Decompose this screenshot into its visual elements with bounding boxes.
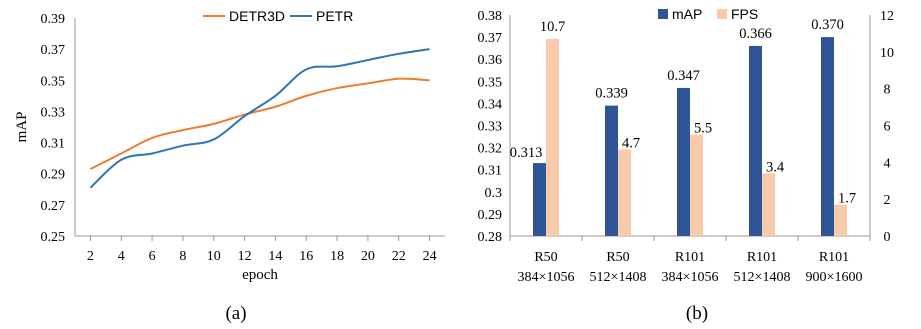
bar-label-map: 0.366 (739, 26, 772, 42)
right-y-tick-label: 6 (884, 120, 891, 135)
left-y-tick-label: 0.36 (478, 53, 503, 68)
bar-label-map: 0.339 (595, 86, 628, 102)
y-tick-label: 0.27 (41, 199, 66, 214)
x-tick-label: 18 (330, 249, 344, 264)
y-tick-label: 0.31 (41, 137, 66, 152)
x-tick-label: 10 (207, 249, 221, 264)
left-y-tick-label: 0.29 (478, 208, 503, 223)
left-y-tick-label: 0.38 (478, 9, 503, 24)
x-tick-label: 12 (238, 249, 252, 264)
bar-fps (690, 134, 703, 236)
left-y-tick-label: 0.33 (478, 120, 503, 135)
legend-label-petr: PETR (316, 8, 353, 24)
left-y-tick-label: 0.35 (478, 75, 503, 90)
right-y-tick-label: 12 (880, 9, 894, 24)
right-y-tick-label: 0 (884, 230, 891, 245)
line-chart-epoch-map: 0.250.270.290.310.330.350.370.392 4 6 8 10 12… (14, 8, 445, 324)
bar-label-fps: 10.7 (540, 19, 565, 35)
bar-map (677, 87, 690, 237)
x-tick-label: 6 (149, 249, 156, 264)
legend-swatch-fps (717, 9, 727, 19)
x-tick-label: 22 (392, 249, 406, 264)
y-tick-label: 0.37 (41, 43, 66, 58)
bar-map (821, 37, 834, 236)
y-axis-title: mAP (14, 112, 30, 143)
category-label-resolution: 900×1600 (806, 270, 863, 285)
right-y-tick-label: 2 (884, 193, 891, 208)
caption-b: (b) (686, 303, 708, 324)
bar-map (749, 45, 762, 236)
legend-label-detr3d: DETR3D (229, 8, 285, 24)
left-y-tick-label: 0.34 (478, 97, 503, 112)
x-tick-label: 16 (299, 249, 313, 264)
y-tick-label: 0.33 (41, 105, 66, 120)
caption-a: (a) (225, 303, 246, 324)
x-tick-label: 4 (118, 249, 125, 264)
category-label-backbone: R101 (747, 250, 777, 265)
y-tick-label: 0.39 (41, 12, 66, 27)
legend-label-map: mAP (672, 6, 702, 22)
bar-label-map: 0.313 (510, 145, 543, 161)
bar-label-map: 0.370 (811, 17, 844, 33)
left-y-tick-label: 0.31 (478, 164, 503, 179)
left-y-tick-label: 0.28 (478, 230, 503, 245)
bar-fps (834, 204, 847, 236)
bar-label-fps: 5.5 (694, 121, 712, 137)
category-label-resolution: 512×1408 (590, 270, 647, 285)
bar-fps (762, 173, 775, 236)
series-line-detr3d (89, 77, 430, 170)
bar-map (605, 105, 618, 236)
x-tick-label: 2 (87, 249, 94, 264)
right-y-tick-label: 8 (884, 83, 891, 98)
y-tick-label: 0.29 (41, 168, 66, 183)
right-y-tick-label: 4 (884, 156, 891, 171)
legend-label-fps: FPS (731, 6, 758, 22)
bar-label-fps: 1.7 (838, 191, 856, 207)
right-y-tick-label: 10 (880, 46, 894, 61)
category-label-backbone: R50 (606, 250, 629, 265)
category-label-resolution: 512×1408 (734, 270, 791, 285)
series-line-petr (89, 48, 430, 189)
bar-fps (618, 149, 631, 236)
x-tick-label: 20 (361, 249, 375, 264)
category-label-backbone: R101 (819, 250, 849, 265)
bar-map (533, 163, 546, 236)
legend: DETR3D PETR (203, 8, 353, 24)
category-label-backbone: R101 (675, 250, 705, 265)
x-tick-label: 24 (423, 249, 437, 264)
bar-label-map: 0.347 (667, 68, 700, 84)
bar-fps (546, 38, 559, 236)
category-label-resolution: 384×1056 (662, 270, 719, 285)
left-y-tick-label: 0.3 (485, 186, 503, 201)
legend: mAP FPS (658, 6, 758, 22)
category-label-backbone: R50 (534, 250, 557, 265)
x-tick-label: 14 (268, 249, 282, 264)
bar-label-fps: 4.7 (622, 135, 640, 151)
category-label-resolution: 384×1056 (518, 270, 575, 285)
bar-label-fps: 3.4 (766, 159, 785, 175)
y-tick-label: 0.35 (41, 74, 66, 89)
left-y-tick-label: 0.32 (478, 142, 503, 157)
x-tick-label: 8 (179, 249, 186, 264)
y-tick-label: 0.25 (41, 230, 66, 245)
left-y-tick-label: 0.37 (478, 31, 503, 46)
x-axis-title: epoch (242, 267, 278, 283)
bar-chart-map-fps: 0.280.290.30.310.320.330.340.350.360.370… (478, 6, 895, 324)
legend-swatch-map (658, 9, 668, 19)
